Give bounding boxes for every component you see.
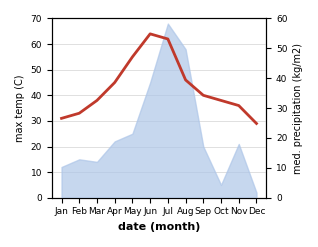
X-axis label: date (month): date (month) <box>118 222 200 232</box>
Y-axis label: med. precipitation (kg/m2): med. precipitation (kg/m2) <box>293 43 303 174</box>
Y-axis label: max temp (C): max temp (C) <box>15 74 25 142</box>
